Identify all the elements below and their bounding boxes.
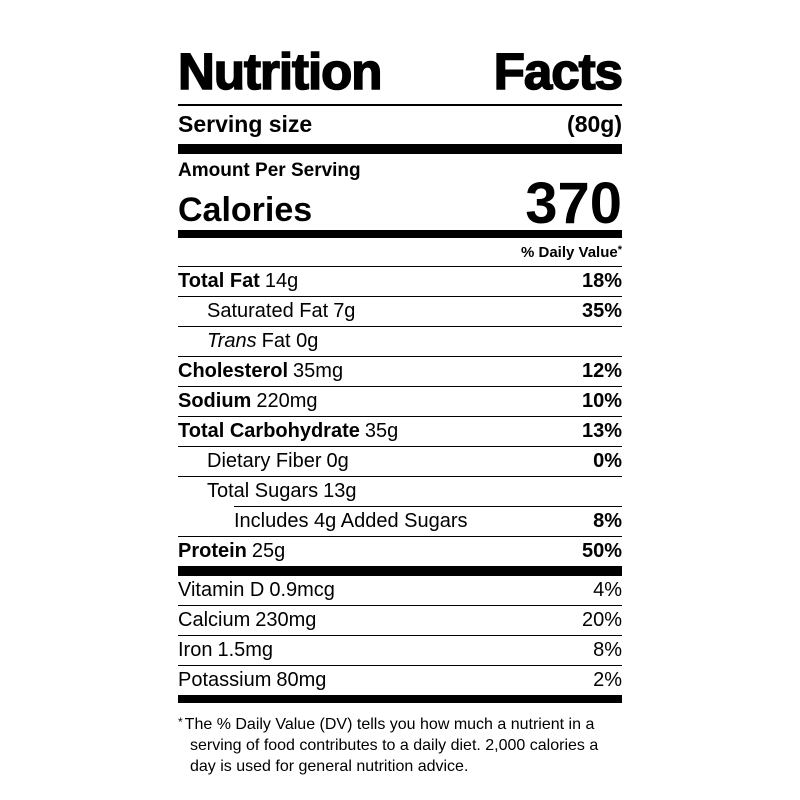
nutrient-amount: Fat 0g	[261, 329, 319, 352]
nutrient-amount: 35mg	[293, 359, 344, 382]
nutrient-dv: 35%	[581, 299, 622, 322]
vitamin-row-vitamin-d: Vitamin D 0.9mcg 4%	[178, 576, 622, 605]
nutrient-dv: 12%	[581, 359, 622, 382]
nutrient-name: Includes 4g Added Sugars	[234, 509, 468, 532]
calories-row: Calories 370	[178, 171, 622, 236]
vitamin-dv: 2%	[593, 668, 622, 691]
nutrient-amount: 220mg	[256, 389, 318, 412]
calories-value: 370	[525, 171, 622, 236]
nutrient-amount: 25g	[251, 539, 286, 562]
nutrient-row-added-sugars: Includes 4g Added Sugars 8%	[234, 505, 622, 536]
nutrient-name: Trans	[207, 329, 257, 352]
daily-value-header-text: % Daily Value	[521, 243, 618, 261]
vitamin-amount: 80mg	[276, 668, 327, 691]
medium-separator-bar	[178, 229, 622, 238]
daily-value-header: % Daily Value*	[178, 238, 622, 266]
nutrient-dv: 10%	[581, 389, 622, 412]
nutrient-row-protein: Protein 25g 50%	[178, 535, 622, 566]
vitamin-dv: 8%	[593, 638, 622, 661]
serving-size-label: Serving size	[178, 111, 313, 137]
serving-size-row: Serving size (80g)	[178, 106, 622, 144]
nutrient-row-total-carbohydrate: Total Carbohydrate 35g 13%	[178, 415, 622, 446]
nutrient-row-trans-fat: Trans Fat 0g	[178, 325, 622, 356]
thick-separator-bar	[178, 565, 622, 576]
footnote-text: The % Daily Value (DV) tells you how muc…	[184, 715, 599, 775]
vitamin-name: Iron	[178, 638, 213, 661]
nutrient-row-total-fat: Total Fat 14g 18%	[178, 265, 622, 296]
nutrient-name: Cholesterol	[178, 359, 289, 382]
daily-value-asterisk: *	[617, 243, 622, 256]
nutrient-amount: 13g	[323, 479, 357, 502]
vitamin-dv: 4%	[593, 578, 622, 601]
serving-size-value: (80g)	[567, 111, 622, 137]
title-word-facts: Facts	[493, 43, 624, 100]
nutrient-name: Total Sugars	[207, 479, 319, 502]
nutrient-row-cholesterol: Cholesterol 35mg 12%	[178, 355, 622, 386]
calories-label: Calories	[178, 191, 313, 230]
nutrient-name: Protein	[178, 539, 247, 562]
vitamin-row-potassium: Potassium 80mg 2%	[178, 664, 622, 695]
vitamin-name: Potassium	[178, 668, 272, 691]
nutrient-amount: 14g	[264, 269, 299, 292]
nutrition-facts-label: Nutrition Facts Serving size (80g) Amoun…	[177, 43, 624, 777]
nutrient-name: Dietary Fiber	[207, 449, 322, 472]
nutrient-amount: 35g	[364, 419, 399, 442]
nutrient-row-dietary-fiber: Dietary Fiber 0g 0%	[178, 445, 622, 476]
title-word-nutrition: Nutrition	[177, 43, 383, 100]
vitamin-row-calcium: Calcium 230mg 20%	[178, 604, 622, 635]
nutrient-dv: 50%	[581, 539, 622, 562]
nutrient-amount: 0g	[326, 449, 349, 472]
nutrient-amount: 7g	[333, 299, 356, 322]
nutrient-row-saturated-fat: Saturated Fat 7g 35%	[178, 295, 622, 326]
nutrient-row-sodium: Sodium 220mg 10%	[178, 385, 622, 416]
label-title: Nutrition Facts	[177, 43, 624, 100]
nutrient-dv: 18%	[581, 269, 622, 292]
vitamin-amount: 1.5mg	[217, 638, 274, 661]
title-divider	[178, 104, 622, 106]
amount-per-serving-label: Amount Per Serving	[178, 160, 361, 181]
medium-separator-bar	[178, 694, 622, 703]
nutrient-name: Total Fat	[178, 269, 260, 292]
vitamin-dv: 20%	[581, 608, 622, 631]
vitamin-amount: 0.9mcg	[269, 578, 335, 601]
nutrient-name: Sodium	[178, 389, 252, 412]
thick-separator-bar	[178, 144, 622, 154]
nutrient-name: Saturated Fat	[207, 299, 329, 322]
vitamin-row-iron: Iron 1.5mg 8%	[178, 634, 622, 665]
nutrient-row-total-sugars: Total Sugars 13g	[178, 475, 622, 506]
nutrient-name: Total Carbohydrate	[178, 419, 360, 442]
nutrient-dv: 0%	[593, 449, 622, 472]
vitamin-name: Vitamin D	[178, 578, 265, 601]
vitamin-name: Calcium	[178, 608, 251, 631]
footnote-asterisk: *	[178, 714, 183, 729]
nutrient-dv: 13%	[581, 419, 622, 442]
nutrient-dv: 8%	[593, 509, 622, 532]
vitamin-amount: 230mg	[255, 608, 317, 631]
footnote: * The % Daily Value (DV) tells you how mu…	[178, 712, 626, 777]
